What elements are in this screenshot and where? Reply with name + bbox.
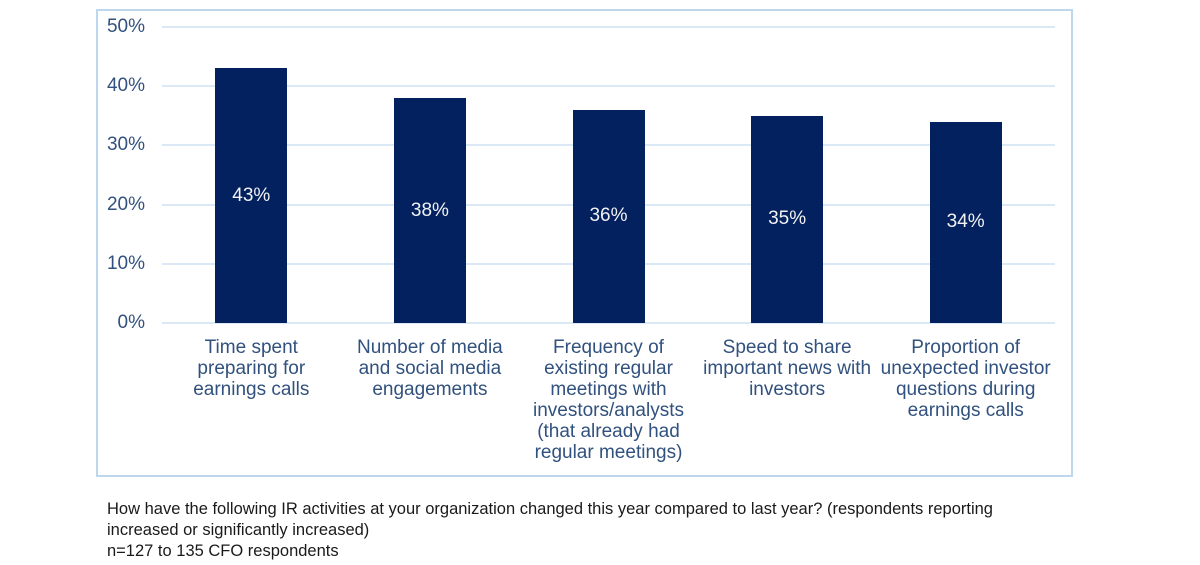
x-axis-category-label: Number of media and social media engagem…: [357, 337, 503, 400]
plot-area: 50% 40% 30% 20% 10% 0% 43% Time spent preparing…: [98, 11, 1071, 475]
y-axis-tick-label: 0%: [117, 312, 145, 333]
bar-value-label: 38%: [410, 199, 449, 221]
bar: [215, 68, 288, 323]
caption-sample-size: n=127 to 135 CFO respondents: [107, 542, 339, 560]
y-axis-tick-label: 40%: [106, 75, 145, 97]
y-axis-tick-label: 10%: [106, 252, 145, 274]
gridline: [162, 26, 1055, 28]
bar: [572, 109, 645, 323]
bar: [393, 98, 466, 323]
bar-value-label: 36%: [589, 205, 628, 227]
bar: [751, 115, 824, 323]
x-axis-category-label: Speed to share important news with inves…: [703, 337, 872, 400]
x-axis-category-label: Time spent preparing for earnings calls: [193, 337, 310, 400]
bar-value-label: 43%: [232, 184, 271, 206]
x-axis-category-label: Frequency of existing regular meetings w…: [532, 337, 684, 463]
x-axis-category-label: Proportion of unexpected investor questi…: [880, 337, 1051, 421]
gridline: [162, 322, 1055, 324]
bar: [929, 121, 1002, 323]
bar-value-label: 34%: [946, 211, 985, 233]
caption-question-line-1: How have the following IR activities at …: [107, 500, 993, 518]
y-axis-tick-label: 30%: [106, 134, 145, 156]
y-axis-tick-label: 20%: [106, 193, 145, 215]
y-axis-tick-label: 50%: [106, 16, 145, 37]
chart-caption: How have the following IR activities at …: [107, 499, 1167, 562]
chart-panel: 50% 40% 30% 20% 10% 0% 43% Time spent preparing…: [96, 9, 1073, 477]
bar-value-label: 35%: [768, 208, 807, 230]
gridline: [162, 85, 1055, 88]
caption-question-line-2: increased or significantly increased): [107, 521, 370, 539]
